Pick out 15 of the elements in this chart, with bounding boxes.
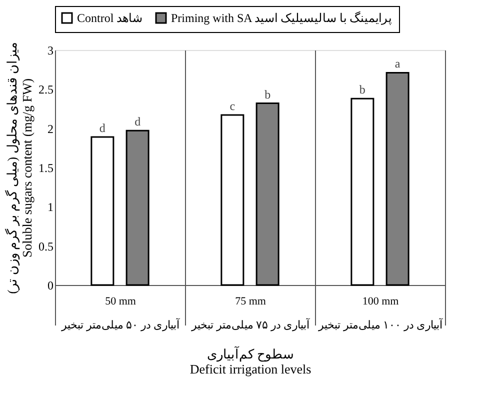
- y-tick-label: 0.5: [38, 239, 54, 254]
- annotation: b: [359, 82, 366, 97]
- legend-label: Priming with SA پرایمینگ با سالیسیلیک اسید: [171, 11, 392, 25]
- annotation: d: [99, 120, 106, 135]
- y-tick-label: 1.5: [38, 161, 54, 175]
- annotation: a: [394, 56, 401, 71]
- y-tick-label: 0: [48, 278, 54, 292]
- y-tick-label: 3: [48, 44, 54, 58]
- legend-label: Control شاهد: [77, 11, 143, 25]
- annotation: c: [230, 99, 236, 114]
- annotation: d: [134, 114, 141, 129]
- y-tick-label: 2.5: [38, 82, 54, 97]
- y-tick-label: 2: [48, 122, 54, 136]
- annotation: b: [264, 87, 271, 102]
- y-tick-label: 1: [48, 200, 54, 214]
